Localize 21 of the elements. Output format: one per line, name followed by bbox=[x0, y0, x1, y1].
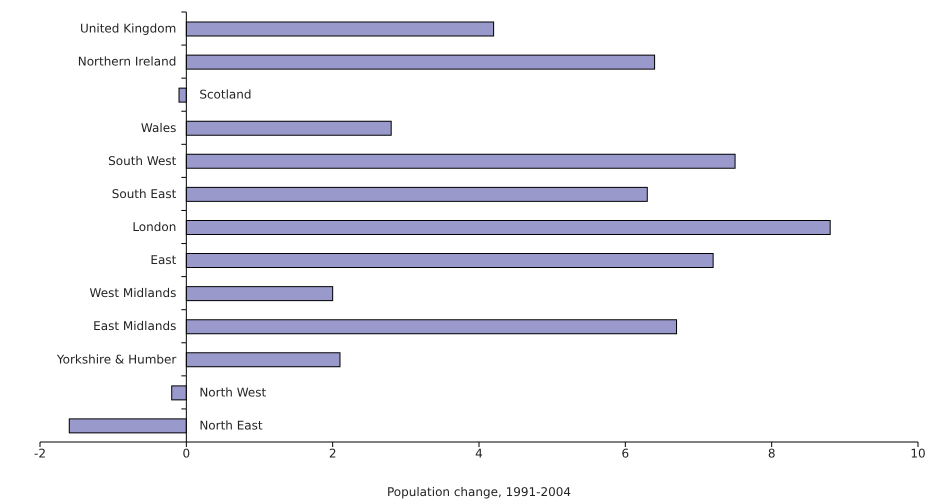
y-tick-label: Scotland bbox=[199, 88, 252, 102]
y-tick-label: West Midlands bbox=[90, 286, 176, 300]
y-tick-label: South East bbox=[112, 186, 177, 201]
x-tick-label: 2 bbox=[328, 446, 336, 461]
y-tick-label: East bbox=[150, 253, 177, 268]
y-tick-label: United Kingdom bbox=[80, 22, 176, 36]
x-tick-label: 4 bbox=[475, 446, 483, 461]
x-tick-label: 0 bbox=[182, 446, 190, 461]
y-tick-label: Wales bbox=[140, 120, 176, 135]
x-tick-label: 6 bbox=[622, 446, 630, 461]
x-tick-label: 8 bbox=[768, 446, 776, 461]
y-tick-label: London bbox=[132, 220, 176, 234]
y-tick-label: Yorkshire & Humber bbox=[56, 352, 176, 366]
y-tick-label: South West bbox=[108, 154, 177, 168]
y-tick-label: North East bbox=[199, 418, 263, 432]
x-axis-title: Population change, 1991-2004 bbox=[386, 485, 572, 499]
y-tick-label: North West bbox=[199, 385, 267, 400]
y-tick-label: Northern Ireland bbox=[78, 54, 176, 69]
y-tick-label: East Midlands bbox=[93, 319, 176, 334]
x-tick-label: -2 bbox=[34, 446, 46, 461]
x-tick-label: 10 bbox=[910, 446, 926, 461]
